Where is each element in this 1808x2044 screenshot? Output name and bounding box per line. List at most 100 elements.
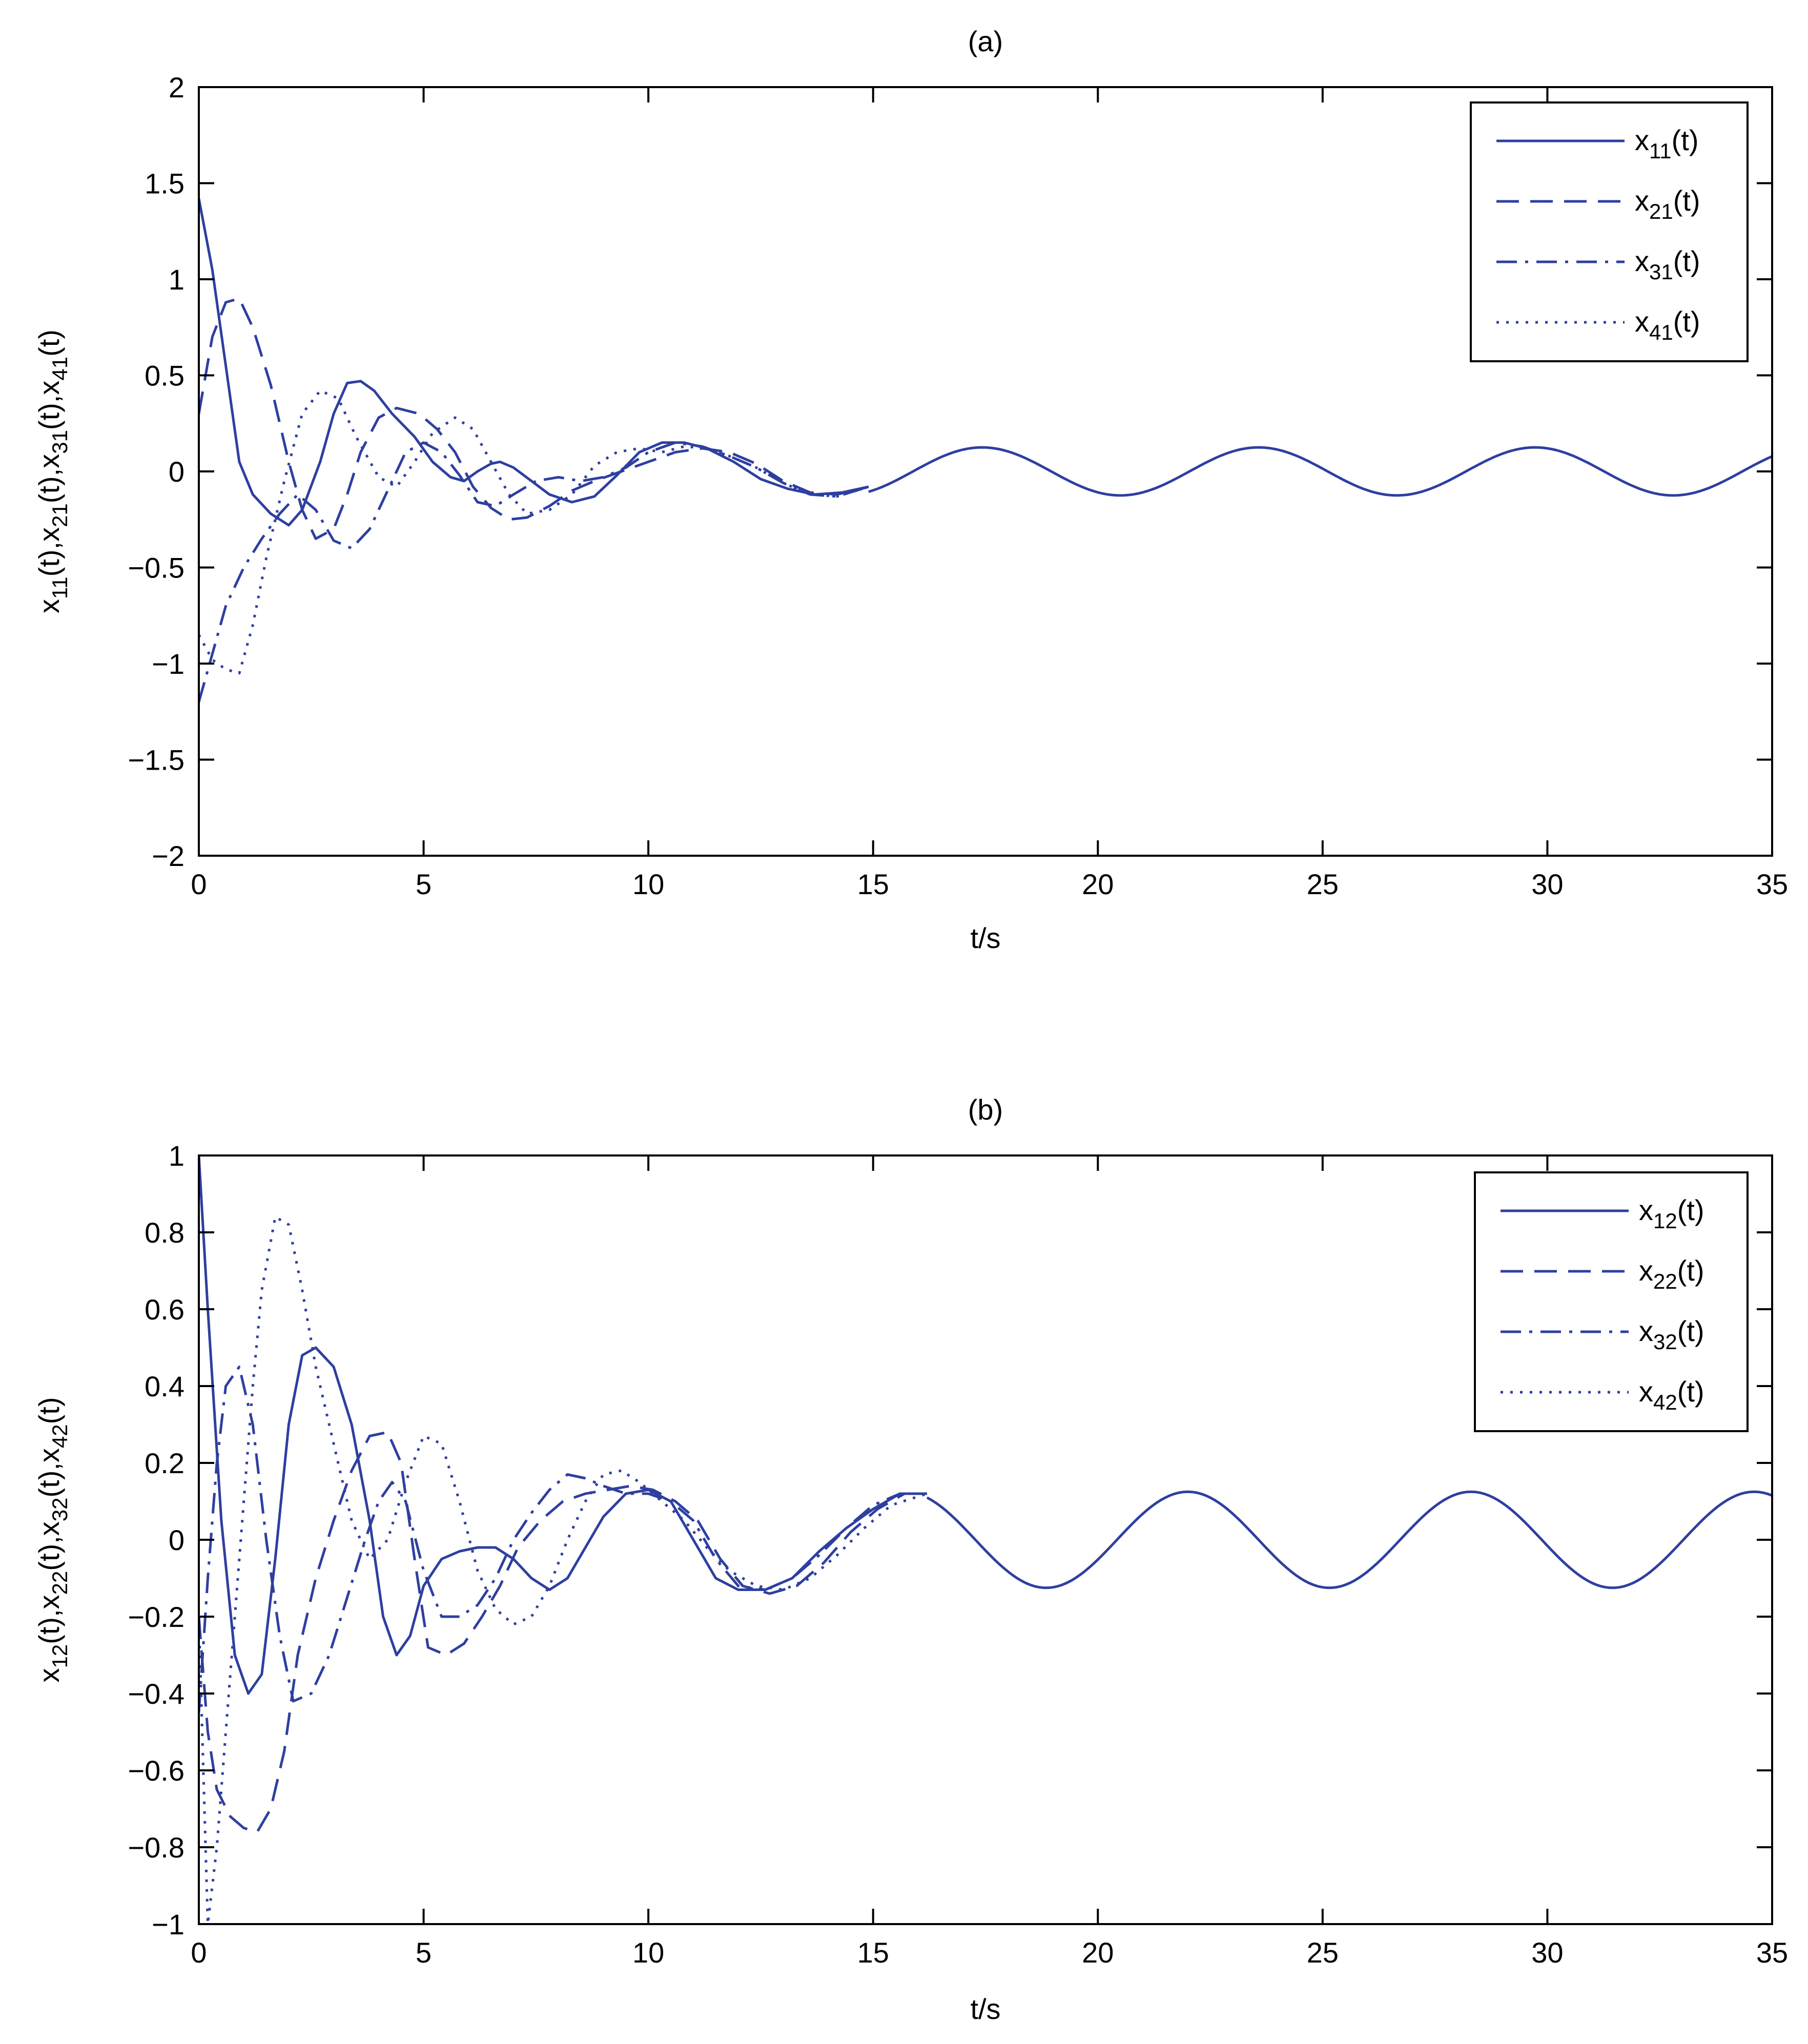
y-axis-label-subscript: 12: [48, 1644, 72, 1668]
chart-a: (a) 0 5 10 15 20 25 30 35 −2 −1.5 −1 −0.5 0 0.5 1 1.5 2 t/…: [33, 25, 1788, 954]
series-line-x22: [199, 1431, 927, 1833]
y-tick-label: −1: [152, 648, 184, 680]
legend-entry-suffix: (t): [1677, 1375, 1704, 1408]
y-axis-label-subscript: 22: [48, 1571, 72, 1595]
legend-entry: x12(t): [1639, 1194, 1704, 1233]
legend: x12(t)x22(t)x32(t)x42(t): [1474, 1171, 1749, 1432]
x-tick-label: 20: [1082, 868, 1114, 900]
x-tick-label: 15: [857, 1936, 889, 1969]
x-tick-label: 15: [857, 868, 889, 900]
legend-entry-subscript: 12: [1653, 1209, 1677, 1233]
legend-entry-prefix: x: [1635, 184, 1649, 217]
series-line-x31: [199, 441, 869, 703]
legend-entry-prefix: x: [1635, 124, 1649, 156]
legend-entry-suffix: (t): [1673, 245, 1700, 277]
chart-title: (a): [968, 25, 1003, 57]
y-tick-label: −0.6: [128, 1754, 184, 1787]
x-tick-label: 30: [1531, 868, 1563, 900]
y-tick-label: 1: [169, 263, 184, 296]
y-axis-label-part: (t),x: [33, 1521, 65, 1571]
series-line-common: [868, 446, 1772, 497]
y-axis-label-subscript: 11: [48, 576, 72, 599]
y-axis-label-part: (t): [33, 1397, 65, 1424]
legend-entry-suffix: (t): [1673, 305, 1700, 338]
x-tick-label: 35: [1756, 1936, 1788, 1969]
y-tick-label: −2: [152, 840, 184, 872]
legend-entry-subscript: 11: [1649, 139, 1672, 163]
legend-entry: x41(t): [1635, 305, 1700, 344]
x-tick-label: 20: [1082, 1936, 1114, 1969]
chart-title: (b): [968, 1093, 1003, 1126]
x-tick-label: 0: [191, 1936, 207, 1969]
series-line-x32: [199, 1366, 927, 1713]
series-line-x11: [199, 198, 869, 527]
y-axis-label: x12(t),x22(t),x32(t),x42(t): [33, 1397, 72, 1683]
y-axis-label-part: (t),x: [33, 454, 65, 503]
series-line-x41: [199, 389, 869, 675]
series-group: [199, 198, 1772, 703]
legend-entry-subscript: 41: [1649, 320, 1673, 344]
x-tick-label: 35: [1756, 868, 1788, 900]
legend-entry-subscript: 42: [1653, 1390, 1677, 1414]
y-axis-label: x11(t),x21(t),x31(t),x41(t): [33, 329, 72, 613]
y-tick-label: 1: [169, 1140, 184, 1172]
x-tick-label: 5: [416, 868, 432, 900]
y-tick-label: −1.5: [128, 744, 184, 776]
x-axis-label: t/s: [970, 1993, 1000, 2025]
y-axis-label-part: x: [33, 599, 65, 613]
series-group: [199, 1155, 1772, 1924]
y-axis-label-subscript: 31: [48, 430, 72, 454]
y-axis-label-part: (t),x: [33, 1595, 65, 1644]
series-line-x12: [199, 1155, 927, 1695]
legend-entry-suffix: (t): [1677, 1315, 1704, 1347]
y-axis-label-part: (t),x: [33, 381, 65, 430]
legend-entry-prefix: x: [1639, 1194, 1653, 1226]
y-axis-label-part: (t),x: [33, 527, 65, 576]
legend-entry-prefix: x: [1639, 1315, 1653, 1347]
y-tick-label: −0.2: [128, 1601, 184, 1633]
legend-entry: x11(t): [1635, 124, 1698, 163]
legend-entry-prefix: x: [1639, 1254, 1653, 1287]
legend-entry-prefix: x: [1635, 305, 1649, 338]
series-line-common: [926, 1490, 1772, 1589]
legend-entry: x31(t): [1635, 245, 1700, 284]
x-tick-label: 25: [1307, 1936, 1339, 1969]
legend-entry-subscript: 32: [1653, 1330, 1677, 1354]
legend-entry-suffix: (t): [1677, 1194, 1704, 1226]
y-tick-label: 0.2: [145, 1447, 184, 1479]
x-tick-label: 5: [416, 1936, 432, 1969]
y-tick-label: 0: [169, 1524, 184, 1556]
y-tick-label: −0.8: [128, 1831, 184, 1864]
y-tick-label: 0: [169, 456, 184, 488]
y-axis-label-subscript: 32: [48, 1498, 72, 1522]
series-line-x42: [199, 1215, 928, 1924]
y-tick-label: 0.6: [145, 1293, 184, 1326]
legend-entry: x21(t): [1635, 184, 1700, 223]
legend-box: [1470, 101, 1749, 362]
y-axis-label-part: x: [33, 1668, 65, 1683]
x-tick-label: 30: [1531, 1936, 1563, 1969]
x-tick-label: 10: [632, 868, 664, 900]
series-line-x21: [199, 297, 869, 540]
y-tick-label: −0.4: [128, 1678, 184, 1710]
legend-entry-suffix: (t): [1672, 124, 1699, 156]
x-axis-label: t/s: [970, 922, 1000, 954]
y-axis-label-subscript: 21: [48, 503, 72, 527]
y-axis-label-subscript: 41: [48, 357, 72, 381]
x-tick-label: 0: [191, 868, 207, 900]
legend-entry-prefix: x: [1635, 245, 1649, 277]
legend-entry-prefix: x: [1639, 1375, 1653, 1408]
legend-entry-subscript: 21: [1649, 199, 1673, 223]
legend-entry-subscript: 31: [1649, 260, 1673, 284]
y-tick-label: −0.5: [128, 552, 184, 584]
y-tick-label: 0.4: [145, 1370, 184, 1402]
y-axis-label-part: (t): [33, 329, 65, 357]
y-tick-label: 1.5: [145, 168, 184, 200]
y-axis-label-part: (t),x: [33, 1448, 65, 1497]
y-tick-label: 0.8: [145, 1216, 184, 1249]
legend-entry-subscript: 22: [1653, 1269, 1677, 1293]
y-tick-label: 0.5: [145, 360, 184, 392]
x-tick-label: 10: [632, 1936, 664, 1969]
legend-entry: x42(t): [1639, 1375, 1704, 1414]
